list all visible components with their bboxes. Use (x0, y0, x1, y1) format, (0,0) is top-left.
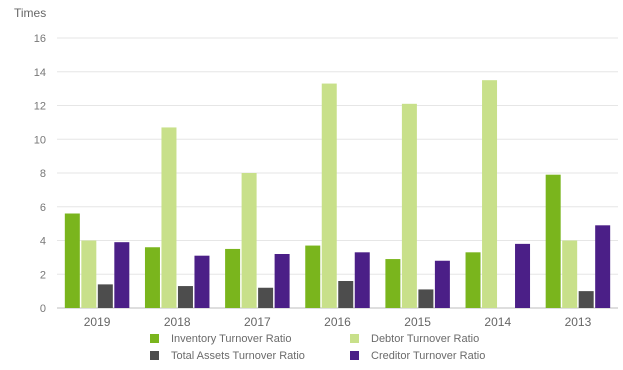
bar (321, 83, 337, 308)
legend-swatch-inventory-turnover (150, 334, 159, 343)
bar (515, 243, 531, 308)
bar (385, 259, 401, 308)
bar (161, 127, 177, 308)
bar (274, 254, 290, 308)
y-tick-label: 0 (40, 303, 46, 315)
legend-swatch-debtor-turnover (350, 334, 359, 343)
bar (545, 174, 561, 308)
bar (305, 245, 321, 308)
legend-item-total-assets-turnover: Total Assets Turnover Ratio (150, 350, 350, 362)
bar (595, 225, 611, 308)
legend-label-total-assets-turnover: Total Assets Turnover Ratio (171, 349, 305, 362)
legend: Inventory Turnover Ratio Debtor Turnover… (150, 330, 570, 364)
bar (562, 240, 578, 308)
x-tick-label: 2018 (164, 315, 191, 329)
legend-label-creditor-turnover: Creditor Turnover Ratio (371, 349, 486, 362)
bar (114, 242, 130, 308)
bar (97, 284, 113, 308)
y-tick-label: 12 (34, 101, 46, 113)
bar (177, 286, 193, 308)
legend-item-debtor-turnover: Debtor Turnover Ratio (350, 333, 550, 345)
x-tick-label: 2013 (565, 315, 592, 329)
bar (338, 281, 354, 308)
y-tick-label: 8 (40, 168, 46, 180)
y-tick-label: 14 (34, 67, 46, 79)
bar (418, 289, 434, 308)
bar (482, 80, 498, 308)
bar (465, 252, 481, 308)
legend-row: Total Assets Turnover Ratio Creditor Tur… (150, 347, 570, 364)
x-tick-label: 2014 (484, 315, 511, 329)
bar (81, 240, 97, 308)
legend-item-creditor-turnover: Creditor Turnover Ratio (350, 350, 550, 362)
legend-row: Inventory Turnover Ratio Debtor Turnover… (150, 330, 570, 347)
bar (434, 260, 450, 308)
bar (401, 103, 417, 308)
x-tick-label: 2019 (84, 315, 111, 329)
y-tick-label: 10 (34, 134, 46, 146)
bar (144, 247, 160, 308)
legend-label-inventory-turnover: Inventory Turnover Ratio (171, 332, 292, 345)
legend-swatch-creditor-turnover (350, 351, 359, 360)
x-tick-label: 2015 (404, 315, 431, 329)
legend-swatch-total-assets-turnover (150, 351, 159, 360)
bar (225, 248, 241, 308)
x-tick-label: 2016 (324, 315, 351, 329)
bar (258, 287, 274, 308)
y-axis-unit-label: Times (14, 6, 47, 20)
bar (354, 252, 370, 308)
y-tick-label: 2 (40, 269, 46, 281)
legend-item-inventory-turnover: Inventory Turnover Ratio (150, 333, 350, 345)
legend-label-debtor-turnover: Debtor Turnover Ratio (371, 332, 480, 345)
y-tick-label: 4 (40, 236, 46, 248)
bar (241, 173, 257, 308)
y-tick-label: 16 (34, 33, 46, 45)
bar (64, 213, 80, 308)
bar (194, 255, 210, 308)
bar (578, 291, 594, 308)
y-tick-label: 6 (40, 202, 46, 214)
x-tick-label: 2017 (244, 315, 271, 329)
